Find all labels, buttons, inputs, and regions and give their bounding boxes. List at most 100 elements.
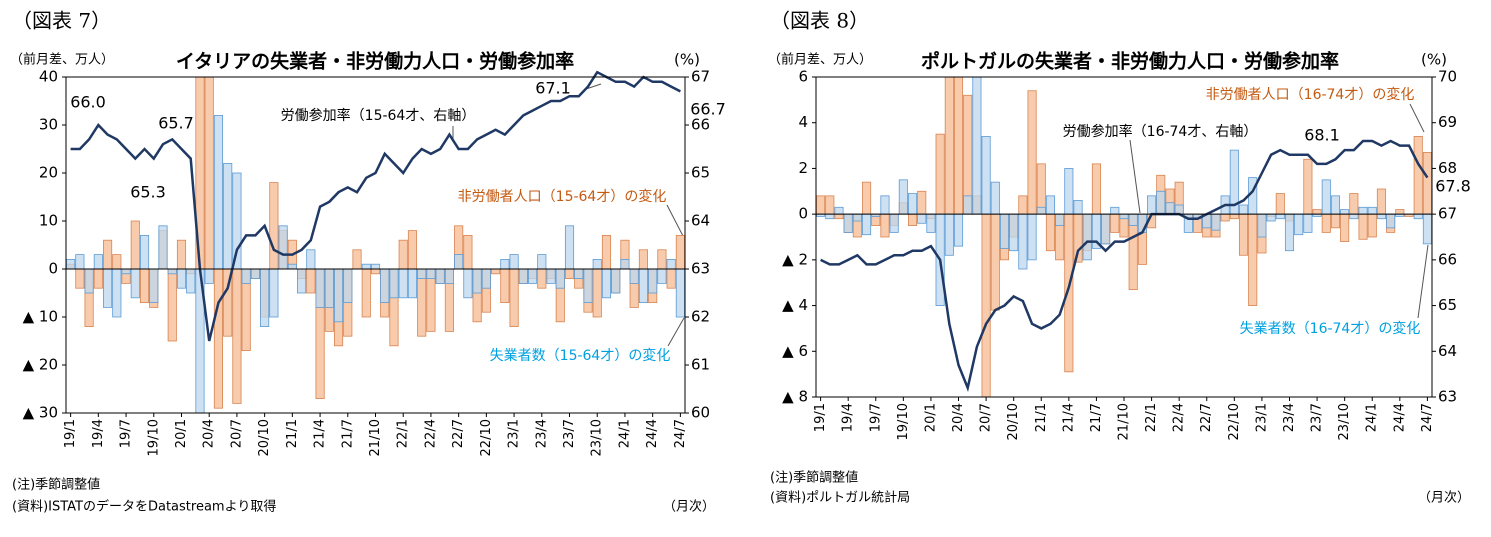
x-tick-label: 19/10 <box>896 403 911 440</box>
bar <box>990 181 1000 215</box>
bar <box>953 213 964 247</box>
y2-tick-label: 67 <box>691 68 710 86</box>
bar <box>370 263 381 270</box>
y2-tick-label: 68 <box>1438 159 1457 177</box>
y-tick-label: ▲ 2 <box>782 250 808 268</box>
x-tick-label: 22/10 <box>479 419 494 456</box>
bar <box>417 268 427 337</box>
x-tick-label: 21/10 <box>1117 403 1132 440</box>
bar <box>398 268 408 299</box>
bar <box>889 213 899 233</box>
bar <box>1018 195 1028 215</box>
bar <box>1376 188 1386 215</box>
x-tick-label: 22/4 <box>423 419 438 448</box>
bar <box>223 162 233 270</box>
bar <box>944 213 954 256</box>
bar <box>1027 213 1037 261</box>
bar <box>167 268 177 275</box>
bar <box>1174 204 1184 215</box>
bar <box>1119 213 1129 220</box>
bar <box>454 254 464 270</box>
bar <box>260 268 270 327</box>
bar <box>638 249 648 270</box>
bar <box>481 268 491 289</box>
bar <box>343 268 353 303</box>
bar <box>361 263 371 270</box>
bar <box>611 268 621 294</box>
bar <box>1413 213 1423 220</box>
x-tick-label: 22/7 <box>1199 403 1214 432</box>
bar <box>1009 213 1019 252</box>
bar <box>380 268 390 303</box>
bar <box>306 249 316 270</box>
x-tick-label: 20/1 <box>174 419 189 448</box>
bar <box>666 258 676 270</box>
bar <box>862 181 872 215</box>
x-tick-label: 19/1 <box>813 403 828 432</box>
x-tick-label: 23/4 <box>1282 403 1297 432</box>
bar <box>112 268 122 318</box>
y-tick-label: 40 <box>39 68 58 86</box>
bar <box>1238 213 1249 256</box>
bar <box>176 239 187 270</box>
x-tick-label: 20/4 <box>951 403 966 432</box>
bar <box>130 220 140 270</box>
x-tick-label: 24/1 <box>1365 403 1380 432</box>
bar <box>1091 163 1101 215</box>
bars <box>816 77 1432 397</box>
bar <box>1358 213 1368 240</box>
bar <box>1367 206 1377 215</box>
bar <box>297 268 307 294</box>
bar <box>75 268 85 289</box>
bar <box>1395 209 1405 215</box>
x-tick-label: 19/10 <box>146 419 161 456</box>
bar <box>1294 213 1304 236</box>
y-tick-label: 0 <box>798 205 808 223</box>
bar <box>574 268 584 280</box>
bar <box>84 268 94 294</box>
bar <box>1045 195 1055 215</box>
bar <box>463 268 473 299</box>
bar <box>898 179 908 215</box>
bar <box>629 268 639 284</box>
bar <box>880 195 890 215</box>
bar <box>1358 206 1368 215</box>
bar <box>509 254 519 270</box>
bar <box>1266 213 1276 222</box>
series-label: 失業者数（16-74才）の変化 <box>1240 320 1421 337</box>
bar <box>592 258 602 270</box>
bar <box>555 268 565 289</box>
series-label: 労働参加率（16-74才、右軸） <box>1063 123 1258 140</box>
bar <box>537 268 547 289</box>
bar <box>1303 158 1313 215</box>
x-axis-label: （月次） <box>663 499 715 515</box>
series-label: 非労働者人口（16-74才）の変化 <box>1206 86 1415 103</box>
leaders <box>452 83 1429 347</box>
bars <box>66 77 685 413</box>
bar <box>426 268 436 280</box>
bar <box>1156 190 1166 215</box>
bar <box>500 258 510 270</box>
bar <box>537 254 547 270</box>
bar <box>816 195 826 215</box>
bar <box>1238 204 1249 215</box>
bar <box>139 268 150 303</box>
y-tick-label: 10 <box>39 212 58 230</box>
bar <box>638 268 648 303</box>
x-tick-label: 24/4 <box>1392 403 1407 432</box>
x-tick-label: 20/7 <box>979 403 994 432</box>
bar <box>500 268 510 303</box>
bar <box>518 268 528 284</box>
y-axis-label: （前月差、万人） <box>768 52 872 68</box>
y2-axis-label: (%) <box>1421 51 1447 69</box>
bar <box>546 268 556 284</box>
y2-tick-label: 67 <box>1438 205 1457 223</box>
y-tick-label: ▲ 8 <box>782 388 808 406</box>
bar <box>944 77 954 215</box>
bar <box>1018 213 1028 270</box>
x-tick-label: 19/7 <box>119 419 134 448</box>
x-tick-label: 22/4 <box>1172 403 1187 432</box>
bar <box>675 268 685 318</box>
bar <box>1248 213 1258 306</box>
x-tick-label: 24/7 <box>673 419 688 448</box>
